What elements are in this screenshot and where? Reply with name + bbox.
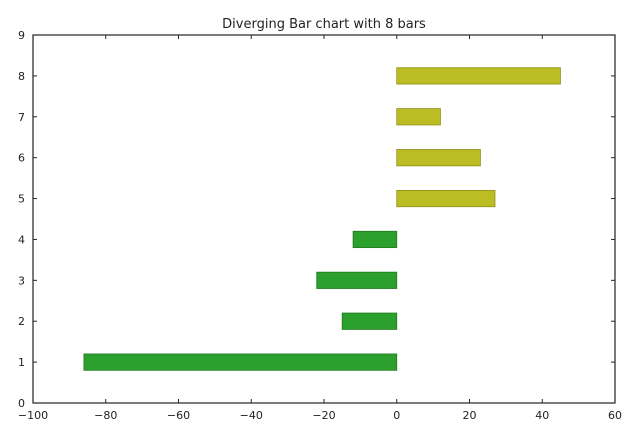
y-tick-label: 9 [18,29,25,42]
bar-8 [396,67,561,85]
bar-2 [341,312,398,330]
bars-group [83,67,561,371]
bar-6 [396,149,481,167]
bar-7 [396,108,441,126]
y-tick-label: 5 [18,193,25,206]
y-tick-label: 4 [18,233,25,246]
y-tick-label: 6 [18,152,25,165]
y-tick-label: 1 [18,356,25,369]
y-tick-label: 8 [18,70,25,83]
y-tick-label: 0 [18,397,25,410]
x-tick-label: 0 [393,409,400,422]
bar-4 [352,230,398,249]
x-tick-label: 20 [463,409,477,422]
x-tick-label: 60 [608,409,622,422]
x-tick-label: −80 [94,409,117,422]
bar-5 [396,189,496,208]
chart-title: Diverging Bar chart with 8 bars [222,17,426,32]
bar-3 [316,271,398,289]
y-tick-label: 3 [18,274,25,287]
y-tick-label: 7 [18,111,25,124]
x-tick-label: −20 [312,409,335,422]
x-axis: −100 −80 −60 −40 −20 0 20 40 60 [18,35,622,422]
y-tick-label: 2 [18,315,25,328]
bar-1 [83,353,398,371]
x-tick-label: −60 [167,409,190,422]
x-tick-label: −40 [240,409,263,422]
y-axis: 0 1 2 3 4 5 6 7 8 9 [18,29,615,410]
x-tick-label: −100 [18,409,48,422]
plot-frame [32,34,616,404]
x-tick-label: 40 [535,409,549,422]
